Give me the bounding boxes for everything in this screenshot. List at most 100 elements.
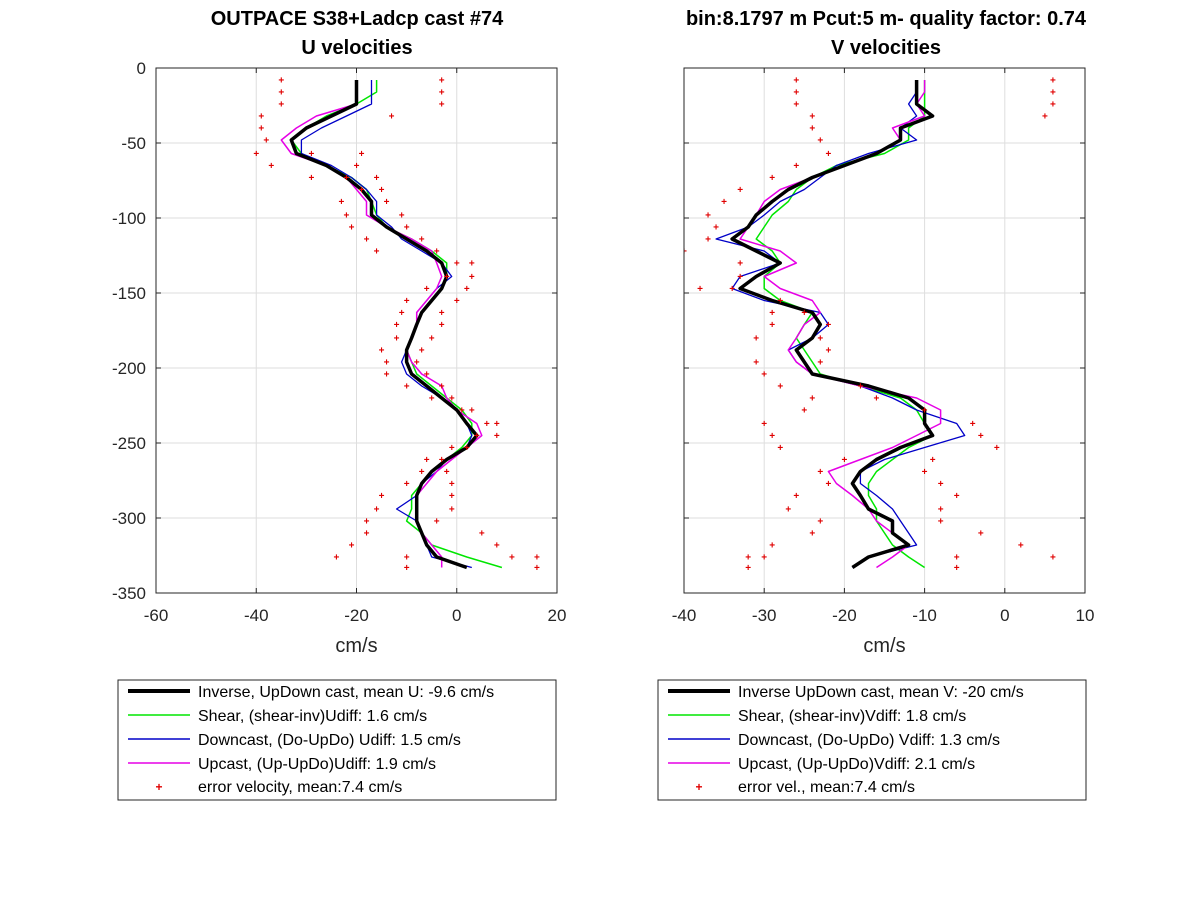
u-error-point: + <box>439 382 445 393</box>
v-legend-inverse-label: Inverse UpDown cast, mean V: -20 cm/s <box>738 684 1024 701</box>
v-error-point: + <box>825 346 831 357</box>
u-error-point: + <box>339 197 345 208</box>
v-error-point: + <box>793 88 799 99</box>
u-error-point: + <box>424 284 430 295</box>
v-title-line1: bin:8.1797 m Pcut:5 m- quality factor: 0… <box>686 8 1087 30</box>
u-y-tick-label: -150 <box>112 284 146 303</box>
u-y-tick-label: -350 <box>112 584 146 603</box>
v-legend-upcast-label: Upcast, (Up-UpDo)Vdiff: 2.1 cm/s <box>738 756 975 773</box>
v-error-point: + <box>817 136 823 147</box>
v-error-point: + <box>825 149 831 160</box>
v-error-point: + <box>769 308 775 319</box>
v-error-point: + <box>737 259 743 270</box>
v-error-point: + <box>777 382 783 393</box>
u-error-point: + <box>509 553 515 564</box>
v-error-point: + <box>1050 76 1056 87</box>
u-error-point: + <box>449 505 455 516</box>
v-error-point: + <box>858 382 864 393</box>
v-axes-frame <box>683 67 1086 594</box>
v-legend-error-label: error vel., mean:7.4 cm/s <box>738 779 915 796</box>
u-error-point: + <box>444 272 450 283</box>
u-x-tick-label: 0 <box>452 606 461 625</box>
v-error-point: + <box>793 161 799 172</box>
u-error-point: + <box>429 334 435 345</box>
u-error-point: + <box>268 161 274 172</box>
u-error-point: + <box>379 346 385 357</box>
v-error-point: + <box>705 211 711 222</box>
v-error-point: + <box>801 406 807 417</box>
u-error-point: + <box>459 406 465 417</box>
u-y-tick-label: -100 <box>112 209 146 228</box>
u-error-point: + <box>399 211 405 222</box>
v-error-point: + <box>681 247 687 258</box>
v-error-point: + <box>793 491 799 502</box>
v-error-point: + <box>753 358 759 369</box>
v-error-point: + <box>761 419 767 430</box>
u-x-tick-label: -20 <box>344 606 369 625</box>
u-error-point: + <box>308 149 314 160</box>
v-x-tick-label: 10 <box>1076 606 1095 625</box>
v-error-point: + <box>817 358 823 369</box>
v-error-point: + <box>1050 88 1056 99</box>
u-error-point: + <box>384 358 390 369</box>
u-error-point: + <box>374 505 380 516</box>
u-legend-error-label: error velocity, mean:7.4 cm/s <box>198 779 402 796</box>
v-error-point: + <box>1042 112 1048 123</box>
v-error-point: + <box>954 491 960 502</box>
u-y-tick-label: -50 <box>121 134 146 153</box>
v-error-point: + <box>817 517 823 528</box>
u-error-point: + <box>344 211 350 222</box>
u-error-point: + <box>394 334 400 345</box>
u-error-point: + <box>404 296 410 307</box>
u-error-point: + <box>258 112 264 123</box>
u-x-tick-label: 20 <box>548 606 567 625</box>
v-x-tick-label: -10 <box>912 606 937 625</box>
u-error-point: + <box>334 553 340 564</box>
u-error-point: + <box>439 455 445 466</box>
v-error-point: + <box>817 334 823 345</box>
u-error-point: + <box>494 541 500 552</box>
v-error-point: + <box>769 541 775 552</box>
u-error-point: + <box>449 394 455 405</box>
v-error-point: + <box>769 173 775 184</box>
v-legend: Inverse UpDown cast, mean V: -20 cm/s Sh… <box>657 679 1087 801</box>
u-legend-error-swatch: + <box>155 780 162 794</box>
u-velocity-axes: +++++++++++++ +++ + ++ ++ ++ ++ ++ ++ ++ ++ ++ ++ ++ +… <box>112 59 566 657</box>
v-x-tick-label: -30 <box>752 606 777 625</box>
u-error-point: + <box>424 370 430 381</box>
v-x-tick-label: -40 <box>672 606 697 625</box>
u-error-point: + <box>414 358 420 369</box>
u-error-point: + <box>359 149 365 160</box>
v-error-point: + <box>769 320 775 331</box>
u-error-point: + <box>449 443 455 454</box>
v-error-point: + <box>753 334 759 345</box>
v-series-downcast-line <box>715 80 966 569</box>
u-error-point: + <box>424 455 430 466</box>
u-x-tick-label: -60 <box>144 606 169 625</box>
u-error-point: + <box>449 479 455 490</box>
v-error-point: + <box>777 296 783 307</box>
u-error-point: + <box>389 112 395 123</box>
u-error-point: + <box>379 491 385 502</box>
v-error-point: + <box>729 284 735 295</box>
v-error-point: + <box>745 563 751 574</box>
v-error-point: + <box>809 112 815 123</box>
u-error-point: + <box>404 563 410 574</box>
u-error-point: + <box>359 185 365 196</box>
u-error-point: + <box>534 563 540 574</box>
u-error-point: + <box>349 541 355 552</box>
v-error-point: + <box>721 197 727 208</box>
v-legend-downcast-label: Downcast, (Do-UpDo) Vdiff: 1.3 cm/s <box>738 732 1000 749</box>
v-legend-error-swatch: + <box>695 780 702 794</box>
u-error-point: + <box>379 185 385 196</box>
u-error-point: + <box>404 382 410 393</box>
u-error-point: + <box>439 76 445 87</box>
u-error-point: + <box>479 529 485 540</box>
v-error-point: + <box>745 553 751 564</box>
v-series-inverse-line <box>730 80 935 569</box>
u-error-point: + <box>469 406 475 417</box>
v-x-tick-label: -20 <box>832 606 857 625</box>
v-error-point: + <box>954 563 960 574</box>
u-error-point: + <box>494 419 500 430</box>
